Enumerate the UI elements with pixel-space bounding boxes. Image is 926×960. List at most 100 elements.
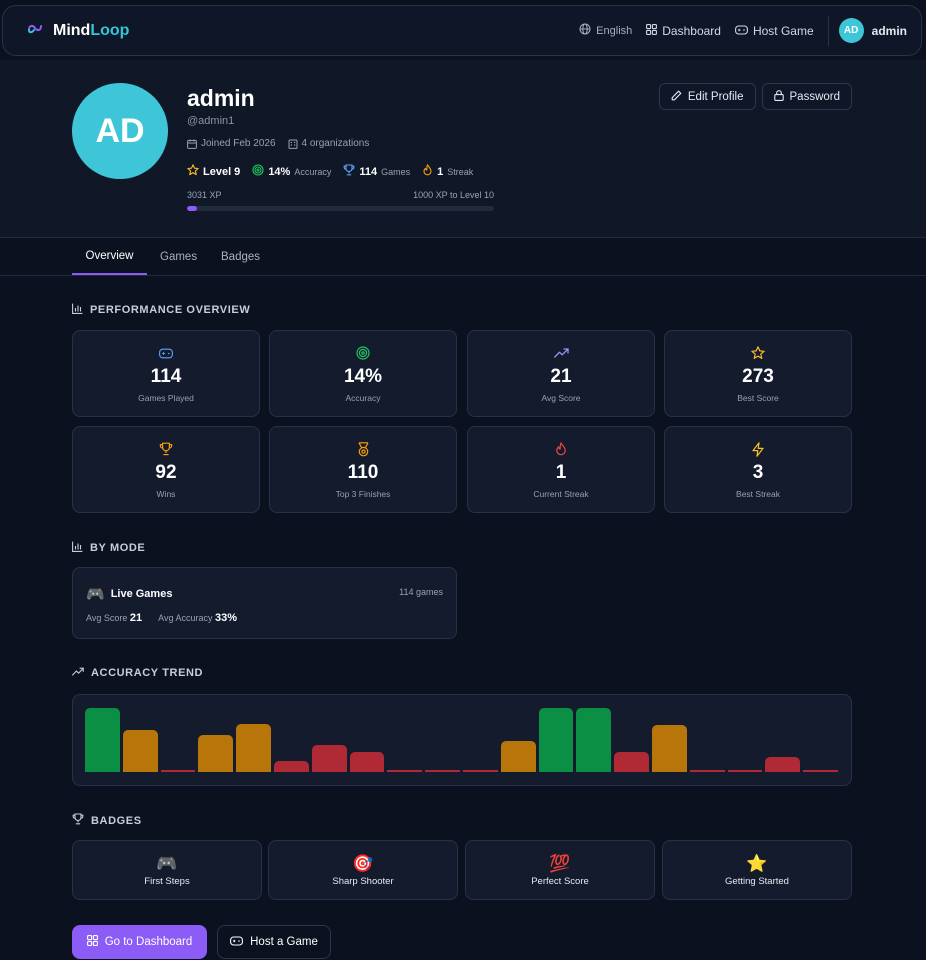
target-icon bbox=[252, 164, 264, 179]
stat-label: Wins bbox=[156, 489, 176, 499]
nav-dashboard-link[interactable]: Dashboard bbox=[646, 24, 721, 38]
top-navbar-area: MindLoop English Dashboard Host Game AD … bbox=[0, 0, 926, 60]
go-to-dashboard-label: Go to Dashboard bbox=[104, 936, 193, 948]
mode-game-count: 114 games bbox=[399, 587, 443, 597]
streak-label: Streak bbox=[447, 166, 474, 177]
xp-progress-fill bbox=[187, 206, 197, 211]
games-label: Games bbox=[381, 166, 411, 177]
stat-value: 3 bbox=[752, 462, 764, 483]
badge-perfect-score[interactable]: 💯 Perfect Score bbox=[465, 840, 655, 900]
profile-handle: @admin1 bbox=[187, 115, 235, 127]
trend-bar bbox=[463, 770, 498, 772]
organizations-label: 4 organizations bbox=[301, 138, 370, 149]
star-icon bbox=[751, 345, 765, 361]
edit-profile-button[interactable]: Edit Profile bbox=[658, 83, 756, 110]
user-menu[interactable]: AD admin bbox=[838, 18, 907, 43]
avg-accuracy-value: 33% bbox=[215, 612, 238, 624]
stat-label: Best Score bbox=[737, 393, 779, 403]
flame-icon bbox=[555, 441, 567, 457]
trend-bar bbox=[727, 770, 763, 772]
accuracy-label: Accuracy bbox=[294, 166, 332, 177]
avg-accuracy-label: Avg Accuracy bbox=[158, 613, 213, 623]
trophy-icon bbox=[159, 441, 173, 457]
badges-title: BADGES bbox=[91, 814, 142, 827]
edit-profile-label: Edit Profile bbox=[687, 90, 744, 103]
mode-name: Live Games bbox=[110, 588, 173, 600]
stat-card-accuracy: 14% Accuracy bbox=[269, 330, 457, 417]
nav-dashboard-label: Dashboard bbox=[662, 23, 721, 38]
nav-divider bbox=[827, 15, 829, 46]
streak-stat: 1 Streak bbox=[422, 164, 473, 179]
joined-date: Joined Feb 2026 bbox=[187, 138, 276, 149]
accuracy-trend-title: ACCURACY TREND bbox=[91, 667, 204, 679]
star-icon: ⭐ bbox=[746, 854, 768, 873]
mode-card-live-games[interactable]: 🎮 Live Games 114 games Avg Score 21 Avg … bbox=[72, 567, 457, 639]
games-stat: 114 Games bbox=[343, 164, 410, 179]
stat-value: 273 bbox=[742, 366, 774, 387]
stat-label: Avg Score bbox=[541, 393, 581, 403]
by-mode-title: BY MODE bbox=[90, 542, 146, 554]
joined-label: Joined Feb 2026 bbox=[201, 138, 276, 149]
trophy-icon bbox=[343, 164, 355, 179]
go-to-dashboard-button[interactable]: Go to Dashboard bbox=[72, 925, 207, 959]
badge-label: Perfect Score bbox=[531, 876, 589, 887]
trend-bar bbox=[236, 724, 271, 772]
badge-getting-started[interactable]: ⭐ Getting Started bbox=[662, 840, 852, 900]
stat-label: Best Streak bbox=[736, 489, 780, 499]
badge-sharp-shooter[interactable]: 🎯 Sharp Shooter bbox=[268, 840, 458, 900]
tab-badges[interactable]: Badges bbox=[221, 251, 261, 263]
bullseye-icon: 🎯 bbox=[352, 854, 374, 873]
xp-total: 3031 XP bbox=[187, 190, 222, 200]
host-a-game-button[interactable]: Host a Game bbox=[217, 925, 331, 959]
password-button[interactable]: Password bbox=[761, 83, 852, 110]
trend-bar bbox=[85, 708, 120, 772]
password-label: Password bbox=[789, 90, 841, 103]
tab-games[interactable]: Games bbox=[160, 251, 198, 263]
nav-username: admin bbox=[871, 23, 907, 38]
mode-avg-score: Avg Score 21 bbox=[86, 612, 142, 624]
badge-first-steps[interactable]: 🎮 First Steps bbox=[72, 840, 262, 900]
grid-icon bbox=[86, 935, 98, 949]
stat-card-best-score: 273 Best Score bbox=[664, 330, 852, 417]
by-mode-section-title: BY MODE bbox=[72, 541, 145, 555]
flame-icon bbox=[422, 164, 433, 179]
bar-chart-icon bbox=[72, 303, 83, 317]
stat-card-games-played: 114 Games Played bbox=[72, 330, 260, 417]
avatar: AD bbox=[838, 18, 864, 43]
badge-label: Getting Started bbox=[725, 876, 789, 887]
stat-card-avg-score: 21 Avg Score bbox=[467, 330, 655, 417]
medal-icon bbox=[357, 441, 370, 457]
bar-chart-icon bbox=[72, 541, 83, 555]
mode-avg-accuracy: Avg Accuracy 33% bbox=[158, 612, 237, 624]
accuracy-value: 14% bbox=[268, 165, 291, 178]
profile-avatar: AD bbox=[72, 83, 168, 179]
video-game-icon: 🎮 bbox=[156, 854, 178, 873]
stat-value: 1 bbox=[555, 462, 567, 483]
trend-bar bbox=[500, 740, 536, 772]
gamepad-icon bbox=[735, 24, 748, 38]
accuracy-trend-section-title: ACCURACY TREND bbox=[72, 667, 203, 679]
performance-title: PERFORMANCE OVERVIEW bbox=[90, 304, 251, 316]
stat-label: Top 3 Finishes bbox=[335, 489, 391, 499]
stat-value: 92 bbox=[155, 462, 177, 483]
hundred-points-icon: 💯 bbox=[549, 854, 571, 873]
trend-bar bbox=[349, 751, 385, 772]
profile-tabs: Overview Games Badges bbox=[0, 239, 926, 276]
trend-bar bbox=[425, 770, 460, 772]
pencil-icon bbox=[671, 90, 682, 104]
brand-logo[interactable]: MindLoop bbox=[27, 21, 129, 40]
brand-name-second: Loop bbox=[90, 21, 130, 39]
language-selector[interactable]: English bbox=[579, 23, 632, 38]
nav-host-game-link[interactable]: Host Game bbox=[735, 24, 814, 38]
tab-overview[interactable]: Overview bbox=[72, 239, 147, 275]
xp-to-next-level: 1000 XP to Level 10 bbox=[413, 190, 494, 200]
stat-label: Accuracy bbox=[345, 393, 381, 403]
star-icon bbox=[187, 164, 199, 179]
streak-value: 1 bbox=[437, 165, 444, 178]
trophy-icon bbox=[72, 813, 84, 828]
accuracy-stat: 14% Accuracy bbox=[252, 164, 331, 179]
lock-icon bbox=[773, 89, 784, 104]
stat-value: 14% bbox=[343, 366, 383, 387]
zap-icon bbox=[752, 441, 764, 457]
host-a-game-label: Host a Game bbox=[250, 936, 318, 948]
